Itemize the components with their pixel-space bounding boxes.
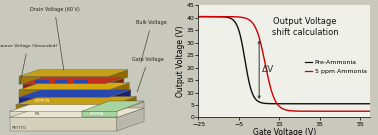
5 ppm Ammonia xyxy=(326,110,330,112)
Polygon shape xyxy=(10,117,117,131)
Y-axis label: Output Voltage (V): Output Voltage (V) xyxy=(176,26,185,97)
Polygon shape xyxy=(109,83,129,97)
Polygon shape xyxy=(82,111,117,117)
Polygon shape xyxy=(15,97,136,105)
Pre-Ammonia xyxy=(326,103,330,105)
Text: Gate Voltage: Gate Voltage xyxy=(132,57,164,92)
Polygon shape xyxy=(54,80,68,83)
Polygon shape xyxy=(35,80,49,83)
5 ppm Ammonia xyxy=(274,102,279,103)
Pre-Ammonia xyxy=(240,46,245,48)
Pre-Ammonia xyxy=(274,103,279,104)
Pre-Ammonia xyxy=(368,103,373,105)
Legend: Pre-Ammonia, 5 ppm Ammonia: Pre-Ammonia, 5 ppm Ammonia xyxy=(302,58,369,76)
Text: DIPPCN: DIPPCN xyxy=(35,99,50,103)
Line: Pre-Ammonia: Pre-Ammonia xyxy=(198,17,370,104)
Polygon shape xyxy=(20,70,128,76)
Polygon shape xyxy=(105,77,124,90)
Polygon shape xyxy=(20,90,131,97)
Polygon shape xyxy=(113,97,136,111)
Text: Output Voltage
shift calculation: Output Voltage shift calculation xyxy=(272,17,338,37)
Polygon shape xyxy=(10,102,144,111)
Pre-Ammonia xyxy=(196,16,201,17)
Polygon shape xyxy=(20,76,109,84)
Polygon shape xyxy=(15,105,113,111)
5 ppm Ammonia xyxy=(297,110,302,112)
5 ppm Ammonia xyxy=(311,110,316,112)
Pre-Ammonia xyxy=(297,103,302,105)
X-axis label: Gate Voltage (V): Gate Voltage (V) xyxy=(253,128,316,135)
Line: 5 ppm Ammonia: 5 ppm Ammonia xyxy=(198,17,370,111)
Polygon shape xyxy=(109,70,128,84)
Polygon shape xyxy=(20,97,109,105)
Polygon shape xyxy=(20,83,129,90)
Polygon shape xyxy=(10,111,117,117)
5 ppm Ammonia xyxy=(240,17,245,18)
Text: Source Voltage (Grounded): Source Voltage (Grounded) xyxy=(0,44,57,84)
Text: PETITO: PETITO xyxy=(12,126,27,130)
Pre-Ammonia xyxy=(227,17,231,18)
Text: Drain Voltage (60 V): Drain Voltage (60 V) xyxy=(29,7,79,70)
5 ppm Ammonia xyxy=(227,16,231,17)
Pre-Ammonia xyxy=(311,103,316,105)
Polygon shape xyxy=(74,80,88,83)
Text: Bulk Voltage: Bulk Voltage xyxy=(136,20,167,62)
Polygon shape xyxy=(117,102,144,117)
5 ppm Ammonia xyxy=(368,110,373,112)
Polygon shape xyxy=(20,90,109,97)
Polygon shape xyxy=(109,90,131,105)
Polygon shape xyxy=(117,108,144,131)
Text: ΔV: ΔV xyxy=(262,65,274,74)
Text: PHPMA: PHPMA xyxy=(90,112,104,117)
Polygon shape xyxy=(82,101,144,111)
Text: PS: PS xyxy=(35,112,40,117)
Polygon shape xyxy=(23,84,105,90)
Polygon shape xyxy=(23,77,124,84)
5 ppm Ammonia xyxy=(196,16,201,17)
Polygon shape xyxy=(10,108,144,117)
